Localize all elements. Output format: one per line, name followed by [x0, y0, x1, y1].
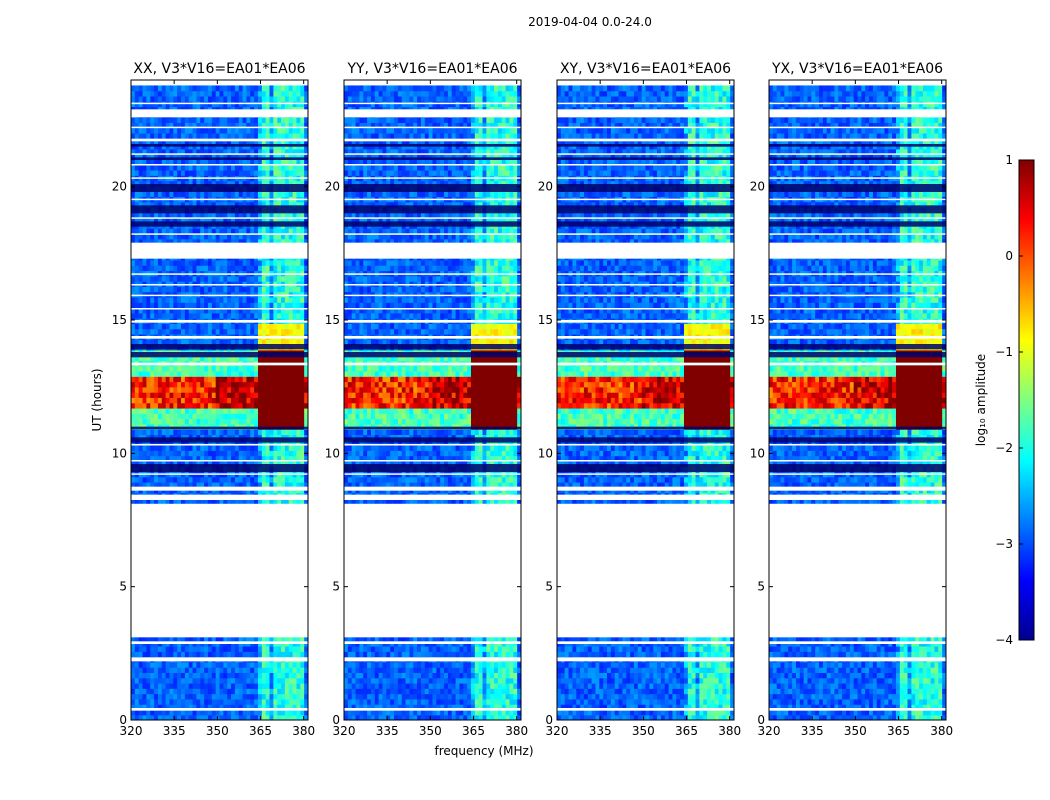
panel-1: XX, V3*V16=EA01*EA06 320 335 350 365 380 0 5 10 1…	[112, 61, 315, 738]
x-tick-label: 350	[632, 724, 655, 738]
x-tick-label: 320	[333, 724, 356, 738]
y-tick-label: 5	[545, 580, 553, 594]
panel-heatmap	[131, 80, 308, 720]
x-tick-label: 335	[589, 724, 612, 738]
y-tick-label: 5	[757, 580, 765, 594]
panel-title: XY, V3*V16=EA01*EA06	[560, 61, 731, 77]
panel-heatmap	[344, 80, 521, 720]
y-tick-label: 20	[325, 180, 340, 194]
x-axis-label: frequency (MHz)	[434, 744, 533, 758]
y-tick-label: 10	[325, 446, 340, 460]
figure-suptitle: 2019-04-04 0.0-24.0	[528, 15, 652, 29]
x-tick-label: 350	[844, 724, 867, 738]
y-tick-label: 10	[538, 446, 553, 460]
x-tick-label: 350	[206, 724, 229, 738]
panel-heatmap	[769, 80, 946, 720]
panel-3: XY, V3*V16=EA01*EA06 320 335 350 365 380 0 5 10 1…	[538, 61, 741, 738]
y-tick-label: 0	[332, 713, 340, 727]
y-tick-label: 15	[750, 313, 765, 327]
y-tick-label: 20	[538, 180, 553, 194]
y-tick-label: 0	[757, 713, 765, 727]
y-tick-label: 20	[112, 180, 127, 194]
x-tick-label: 380	[718, 724, 741, 738]
y-tick-label: 10	[750, 446, 765, 460]
colorbar-tick-label: 0	[1005, 249, 1013, 263]
panel-frame	[768, 79, 947, 721]
panel-heatmap	[557, 80, 734, 720]
panel-2: YY, V3*V16=EA01*EA06 320 335 350 365 380 0 5 10 1…	[325, 61, 528, 738]
x-tick-label: 335	[163, 724, 186, 738]
colorbar-tick-label: −4	[995, 633, 1013, 647]
panel-frame	[556, 79, 735, 721]
colorbar: 1 0 −1 −2 −3 −4 log₁₀ amplitude	[974, 153, 1035, 647]
x-tick-label: 380	[505, 724, 528, 738]
y-tick-label: 0	[119, 713, 127, 727]
x-tick-label: 365	[887, 724, 910, 738]
colorbar-tick-label: −3	[995, 537, 1013, 551]
y-tick-label: 20	[750, 180, 765, 194]
panel-frame	[130, 79, 309, 721]
x-tick-label: 380	[930, 724, 953, 738]
panel-title: YX, V3*V16=EA01*EA06	[771, 61, 943, 77]
x-tick-label: 320	[758, 724, 781, 738]
y-tick-label: 10	[112, 446, 127, 460]
y-tick-label: 15	[538, 313, 553, 327]
y-tick-label: 5	[119, 580, 127, 594]
x-tick-label: 320	[546, 724, 569, 738]
x-tick-label: 320	[120, 724, 143, 738]
colorbar-tick-label: 1	[1005, 153, 1013, 167]
colorbar-tick-label: −1	[995, 345, 1013, 359]
colorbar-tick-label: −2	[995, 441, 1013, 455]
x-tick-label: 380	[292, 724, 315, 738]
y-tick-label: 0	[545, 713, 553, 727]
y-axis-label: UT (hours)	[90, 368, 104, 431]
x-tick-label: 350	[419, 724, 442, 738]
x-tick-label: 335	[801, 724, 824, 738]
colorbar-gradient	[1018, 159, 1035, 641]
x-tick-label: 335	[376, 724, 399, 738]
panel-4: YX, V3*V16=EA01*EA06 320 335 350 365 380 0 5 10 1…	[750, 61, 953, 738]
colorbar-label: log₁₀ amplitude	[974, 354, 988, 446]
x-tick-label: 365	[675, 724, 698, 738]
panel-frame	[343, 79, 522, 721]
y-tick-label: 15	[112, 313, 127, 327]
y-tick-label: 5	[332, 580, 340, 594]
x-tick-label: 365	[249, 724, 272, 738]
x-tick-label: 365	[462, 724, 485, 738]
panel-title: YY, V3*V16=EA01*EA06	[346, 61, 517, 77]
y-tick-label: 15	[325, 313, 340, 327]
panel-title: XX, V3*V16=EA01*EA06	[133, 61, 305, 77]
